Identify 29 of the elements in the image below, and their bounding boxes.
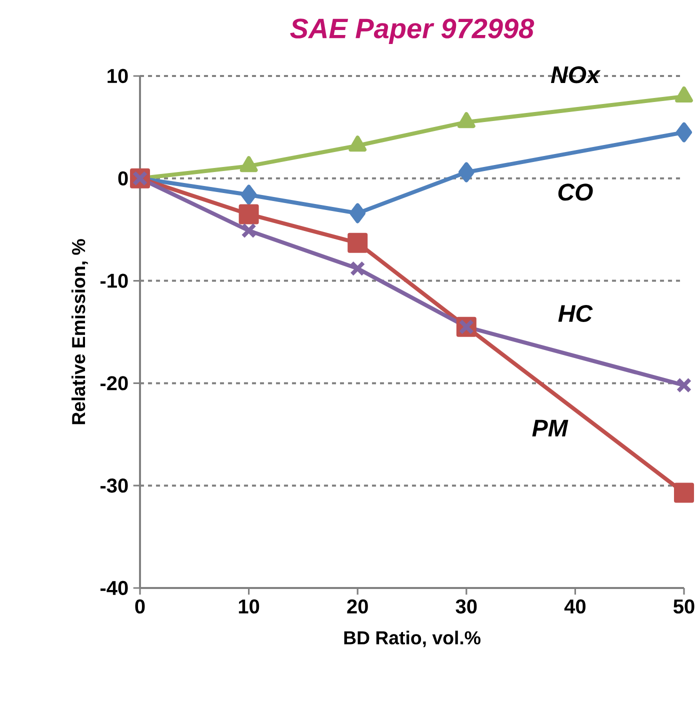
series-label: PM — [532, 420, 568, 436]
y-tick-label: -10 — [100, 274, 128, 288]
point — [458, 162, 474, 182]
point — [676, 378, 692, 393]
x-tick-label: 10 — [238, 599, 260, 614]
y-tick-label: 0 — [118, 171, 128, 186]
y-tick-label: 10 — [108, 68, 128, 84]
series-label: HC — [558, 305, 593, 322]
series-label: CO — [558, 184, 593, 201]
point — [348, 232, 368, 253]
point — [238, 204, 259, 224]
x-tick-label: 50 — [673, 599, 694, 614]
y-tick-label: -20 — [100, 376, 128, 390]
x-tick-label: 20 — [347, 599, 368, 614]
point — [241, 222, 256, 238]
x-tick-label: 0 — [135, 599, 145, 614]
x-tick-label: 40 — [564, 599, 586, 614]
point — [674, 482, 694, 503]
y-tick-label: -30 — [100, 478, 128, 493]
point — [240, 184, 257, 205]
y-axis-title: Relative Emission, % — [71, 239, 88, 424]
series-label: NOx — [550, 66, 601, 84]
x-axis-title: BD Ratio, vol.% — [344, 630, 480, 648]
point — [676, 122, 692, 142]
point — [350, 260, 366, 276]
point — [350, 203, 366, 224]
chart-title: SAE Paper 972998 — [290, 18, 534, 44]
y-tick-label: -40 — [100, 580, 128, 596]
x-tick-label: 30 — [456, 599, 477, 614]
